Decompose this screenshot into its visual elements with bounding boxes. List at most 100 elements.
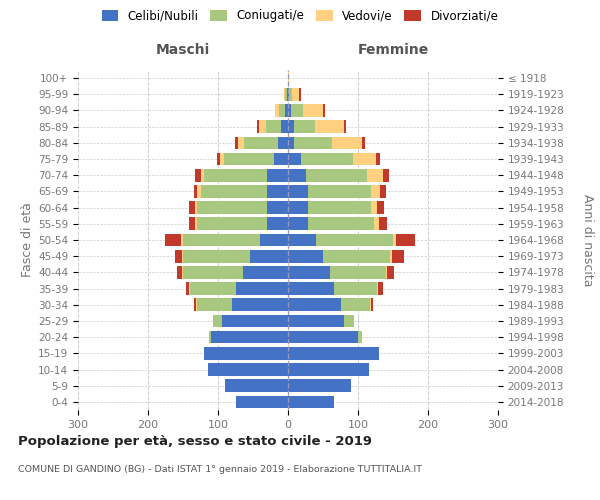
Bar: [208, 363, 288, 376]
Y-axis label: Fasce di età: Fasce di età: [21, 202, 34, 278]
Bar: [200, 169, 204, 181]
Bar: [292, 88, 299, 101]
Bar: [285, 88, 287, 101]
Text: COMUNE DI GANDINO (BG) - Dati ISTAT 1° gennaio 2019 - Elaborazione TUTTITALIA.IT: COMUNE DI GANDINO (BG) - Dati ISTAT 1° g…: [18, 465, 422, 474]
Bar: [371, 185, 380, 198]
Bar: [257, 120, 259, 133]
Bar: [183, 234, 260, 246]
Bar: [288, 152, 301, 166]
Bar: [175, 250, 182, 262]
Bar: [371, 298, 373, 311]
Bar: [288, 185, 308, 198]
Y-axis label: Anni di nascita: Anni di nascita: [581, 194, 594, 286]
Bar: [396, 234, 415, 246]
Bar: [293, 120, 314, 133]
Bar: [244, 136, 277, 149]
Bar: [267, 185, 288, 198]
Bar: [288, 396, 334, 408]
Bar: [279, 104, 284, 117]
Bar: [308, 218, 374, 230]
Bar: [275, 104, 279, 117]
Bar: [195, 202, 197, 214]
Bar: [344, 120, 346, 133]
Bar: [334, 282, 377, 295]
Bar: [166, 234, 181, 246]
Bar: [288, 347, 379, 360]
Bar: [238, 136, 244, 149]
Bar: [274, 152, 288, 166]
Bar: [288, 88, 289, 101]
Bar: [181, 234, 183, 246]
Bar: [288, 234, 316, 246]
Bar: [377, 202, 384, 214]
Bar: [316, 234, 393, 246]
Bar: [176, 266, 182, 278]
Bar: [232, 298, 288, 311]
Bar: [388, 266, 394, 278]
Bar: [288, 250, 323, 262]
Bar: [211, 331, 288, 344]
Bar: [376, 152, 380, 166]
Bar: [196, 298, 197, 311]
Bar: [386, 266, 388, 278]
Text: Maschi: Maschi: [156, 43, 210, 57]
Bar: [341, 298, 370, 311]
Bar: [194, 298, 196, 311]
Bar: [361, 136, 365, 149]
Bar: [220, 152, 224, 166]
Bar: [288, 202, 308, 214]
Bar: [344, 314, 354, 328]
Bar: [259, 120, 266, 133]
Bar: [380, 185, 386, 198]
Bar: [217, 152, 220, 166]
Bar: [204, 169, 267, 181]
Bar: [304, 104, 323, 117]
Bar: [225, 380, 288, 392]
Bar: [183, 250, 250, 262]
Bar: [190, 202, 195, 214]
Bar: [267, 169, 288, 181]
Text: Femmine: Femmine: [358, 43, 428, 57]
Bar: [314, 120, 344, 133]
Bar: [358, 331, 361, 344]
Bar: [197, 185, 200, 198]
Bar: [393, 234, 396, 246]
Bar: [197, 298, 232, 311]
Bar: [389, 250, 392, 262]
Bar: [305, 169, 367, 181]
Bar: [267, 202, 288, 214]
Bar: [371, 202, 377, 214]
Bar: [266, 120, 281, 133]
Bar: [288, 169, 305, 181]
Bar: [235, 136, 238, 149]
Bar: [193, 185, 197, 198]
Bar: [323, 250, 389, 262]
Bar: [190, 282, 235, 295]
Bar: [353, 152, 376, 166]
Bar: [183, 266, 242, 278]
Bar: [288, 363, 368, 376]
Bar: [209, 331, 211, 344]
Bar: [235, 396, 288, 408]
Bar: [250, 250, 288, 262]
Bar: [288, 72, 289, 85]
Bar: [195, 218, 197, 230]
Bar: [288, 266, 330, 278]
Bar: [379, 218, 388, 230]
Bar: [190, 218, 195, 230]
Bar: [186, 282, 189, 295]
Bar: [293, 136, 332, 149]
Bar: [197, 202, 267, 214]
Bar: [287, 88, 288, 101]
Bar: [288, 331, 358, 344]
Bar: [383, 169, 389, 181]
Bar: [370, 298, 371, 311]
Bar: [288, 282, 334, 295]
Bar: [284, 88, 285, 101]
Bar: [289, 88, 292, 101]
Bar: [197, 218, 267, 230]
Bar: [291, 104, 304, 117]
Bar: [224, 152, 274, 166]
Bar: [204, 347, 288, 360]
Bar: [200, 185, 267, 198]
